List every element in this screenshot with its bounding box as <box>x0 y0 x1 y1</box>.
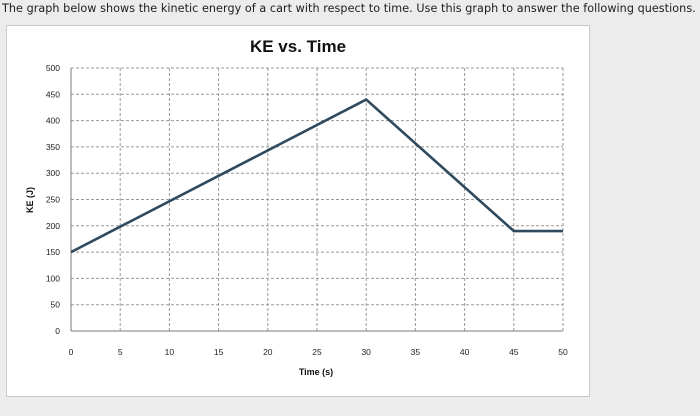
chart-title: KE vs. Time <box>250 37 346 56</box>
y-tick-label: 0 <box>55 326 60 336</box>
x-tick-label: 0 <box>69 347 74 357</box>
y-tick-label: 50 <box>51 300 61 310</box>
question-text: The graph below shows the kinetic energy… <box>2 2 696 15</box>
y-tick-label: 450 <box>46 89 60 99</box>
y-tick-label: 200 <box>46 221 60 231</box>
x-tick-label: 10 <box>165 347 175 357</box>
x-tick-label: 25 <box>312 347 322 357</box>
x-tick-label: 40 <box>460 347 470 357</box>
x-tick-label: 50 <box>558 347 568 357</box>
y-tick-label: 150 <box>46 247 60 257</box>
x-tick-label: 30 <box>361 347 371 357</box>
ke-series-line <box>70 98 563 254</box>
x-tick-label: 5 <box>118 347 123 357</box>
y-tick-label: 500 <box>46 63 60 73</box>
y-axis-label: KE (J) <box>25 187 35 213</box>
x-tick-label: 35 <box>411 347 421 357</box>
y-tick-label: 350 <box>46 142 60 152</box>
x-tick-label: 20 <box>263 347 273 357</box>
y-tick-label: 300 <box>46 168 60 178</box>
x-axis-label: Time (s) <box>299 367 333 377</box>
x-tick-label: 45 <box>509 347 519 357</box>
x-tick-label: 15 <box>214 347 224 357</box>
y-tick-label: 100 <box>46 273 60 283</box>
y-tick-label: 400 <box>46 116 60 126</box>
y-tick-label: 250 <box>46 195 60 205</box>
